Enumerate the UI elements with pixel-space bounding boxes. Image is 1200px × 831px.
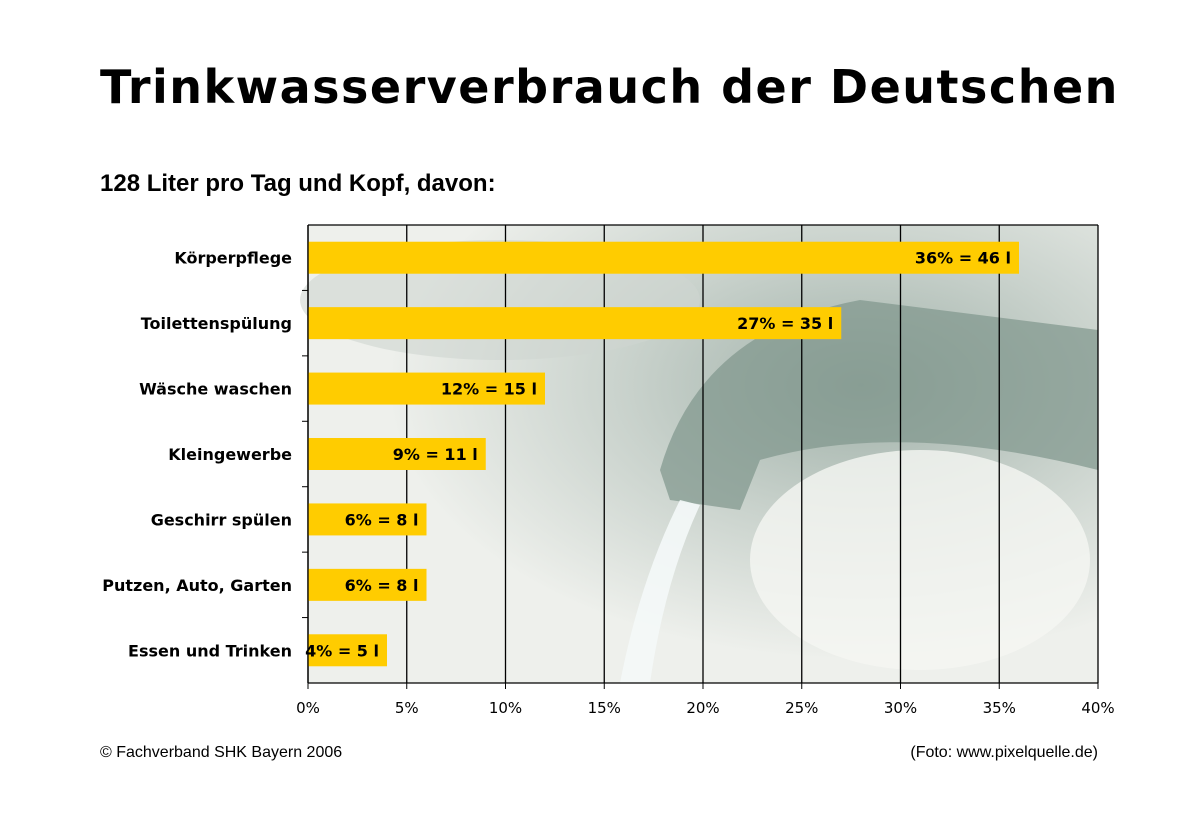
x-tick-label: 25% [785, 699, 818, 717]
chart-subtitle: 128 Liter pro Tag und Kopf, davon: [100, 170, 496, 197]
data-label: 6% = 8 l [345, 576, 419, 595]
x-tick-label: 20% [686, 699, 719, 717]
bar [308, 307, 842, 340]
x-tick-label: 5% [395, 699, 419, 717]
category-label: Essen und Trinken [128, 641, 292, 660]
data-label: 9% = 11 l [393, 445, 478, 464]
bar [308, 438, 486, 470]
category-label: Körperpflege [174, 249, 292, 268]
data-label: 36% = 46 l [915, 249, 1011, 268]
chart-title: Trinkwasserverbrauch der Deutschen [100, 60, 1119, 114]
x-tick-label: 30% [884, 699, 917, 717]
category-label: Toilettenspülung [141, 314, 292, 333]
bar [308, 568, 427, 601]
category-label: Geschirr spülen [151, 510, 292, 529]
photo-credit: (Foto: www.pixelquelle.de) [910, 744, 1098, 761]
category-label: Wäsche waschen [139, 380, 292, 399]
data-label: 4% = 5 l [305, 641, 379, 660]
x-tick-label: 40% [1081, 699, 1114, 717]
bar [308, 241, 1019, 274]
category-label: Putzen, Auto, Garten [102, 576, 292, 595]
data-label: 27% = 35 l [737, 314, 833, 333]
x-tick-label: 15% [588, 699, 621, 717]
data-label: 6% = 8 l [345, 510, 419, 529]
source-note: © Fachverband SHK Bayern 2006 [100, 744, 343, 761]
bar [308, 372, 545, 405]
data-label: 12% = 15 l [441, 380, 537, 399]
x-tick-label: 10% [489, 699, 522, 717]
category-label: Kleingewerbe [168, 445, 292, 464]
bar [308, 503, 427, 536]
x-tick-label: 0% [296, 699, 320, 717]
bar [308, 634, 387, 667]
x-tick-label: 35% [983, 699, 1016, 717]
